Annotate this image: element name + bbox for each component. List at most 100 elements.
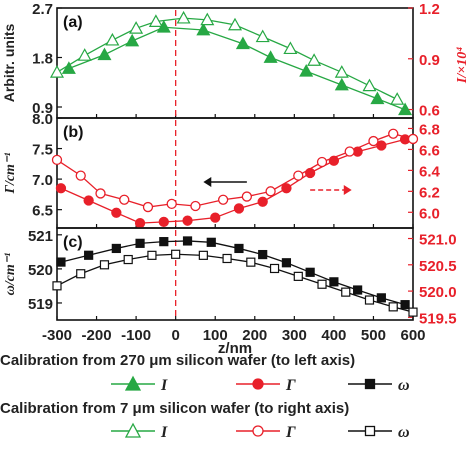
point-1-0-9 xyxy=(281,183,292,194)
point-1-1-2 xyxy=(95,188,106,199)
point-1-1-10 xyxy=(293,170,304,181)
legend-label-0-1: Γ xyxy=(285,377,296,394)
point-0-1-4 xyxy=(148,14,163,27)
point-1-0-1 xyxy=(83,195,94,206)
point-2-1-10 xyxy=(293,271,303,281)
point-2-0-10 xyxy=(305,267,315,277)
left-axis-title-a: Arbitr. units xyxy=(1,24,17,103)
legend-label-1-2: ω xyxy=(398,424,410,441)
right-tick-label-1-2: 6.4 xyxy=(419,163,441,180)
point-2-0-8 xyxy=(258,249,268,260)
point-2-0-6 xyxy=(206,237,216,247)
point-2-1-15 xyxy=(408,307,418,317)
point-1-0-2 xyxy=(111,207,122,218)
series-line-0-0 xyxy=(68,26,406,111)
left-axis-title-c: ω/cm⁻¹ xyxy=(3,253,18,296)
point-2-0-1 xyxy=(84,250,94,260)
left-tick-label-2-0: 519 xyxy=(28,296,53,313)
x-tick-label-2: -100 xyxy=(121,327,151,344)
point-2-1-3 xyxy=(123,254,133,265)
x-tick-label-3: 0 xyxy=(171,327,179,344)
point-1-1-0 xyxy=(51,154,63,166)
point-2-1-12 xyxy=(341,287,351,297)
point-0-0-6 xyxy=(263,50,278,63)
point-0-1-11 xyxy=(334,65,349,78)
point-2-1-4 xyxy=(147,250,157,260)
legend-marker-1-0 xyxy=(124,422,142,438)
right-tick-label-0-0: 0.6 xyxy=(419,103,440,120)
point-1-0-13 xyxy=(376,140,387,151)
point-1-1-12 xyxy=(344,146,355,157)
point-1-1-4 xyxy=(142,201,154,213)
point-1-1-3 xyxy=(119,194,130,205)
point-1-1-9 xyxy=(265,186,276,197)
point-1-1-13 xyxy=(368,135,379,147)
right-tick-label-1-1: 6.2 xyxy=(419,184,440,201)
point-1-0-7 xyxy=(233,203,245,214)
point-2-1-8 xyxy=(246,257,256,267)
point-1-0-8 xyxy=(257,196,268,207)
point-2-0-5 xyxy=(182,236,193,246)
left-tick-label-1-1: 7.0 xyxy=(32,172,53,189)
x-tick-label-5: 200 xyxy=(242,327,267,344)
right-tick-label-0-1: 0.9 xyxy=(419,52,440,69)
point-0-0-10 xyxy=(398,102,413,116)
point-2-0-11 xyxy=(329,277,339,287)
legend-title-7um: Calibration from 7 μm silicon wafer (to … xyxy=(0,400,350,417)
x-tick-label-6: 300 xyxy=(282,327,307,344)
panel-label-2: (c) xyxy=(63,234,83,251)
legend-title-270um: Calibration from 270 μm silicon wafer (t… xyxy=(0,352,356,369)
point-1-1-14 xyxy=(388,128,399,139)
x-tick-label-4: 100 xyxy=(203,327,228,344)
left-tick-label-2-2: 521 xyxy=(28,228,53,245)
left-tick-label-1-0: 6.5 xyxy=(32,203,53,220)
point-1-1-5 xyxy=(166,198,177,210)
point-0-1-12 xyxy=(362,78,377,92)
right-tick-label-1-0: 6.0 xyxy=(419,205,440,222)
point-0-1-10 xyxy=(307,53,322,66)
legend-label-1-0: I xyxy=(160,424,168,441)
series-line-0-1 xyxy=(56,17,398,100)
point-2-1-13 xyxy=(364,295,375,305)
left-tick-label-0-1: 1.8 xyxy=(32,51,53,68)
point-0-0-2 xyxy=(125,33,140,47)
right-tick-label-2-2: 520.5 xyxy=(419,258,457,275)
point-1-1-6 xyxy=(190,200,201,212)
point-0-0-7 xyxy=(299,64,314,77)
point-0-1-6 xyxy=(200,12,215,26)
right-tick-label-2-1: 520.0 xyxy=(419,284,457,301)
left-tick-label-0-0: 0.9 xyxy=(32,100,53,117)
point-2-0-4 xyxy=(159,237,169,247)
legend-label-0-2: ω xyxy=(398,377,410,394)
right-tick-label-2-0: 519.5 xyxy=(419,310,457,327)
point-1-1-7 xyxy=(217,194,229,205)
legend-marker-0-1 xyxy=(252,378,264,390)
x-tick-label-7: 400 xyxy=(321,327,346,344)
right-tick-label-0-2: 1.2 xyxy=(419,1,440,18)
point-1-0-6 xyxy=(210,212,221,223)
point-0-0-1 xyxy=(97,47,112,61)
point-2-0-9 xyxy=(281,258,292,268)
legend-marker-1-1 xyxy=(252,425,264,437)
x-axis-label: z/nm xyxy=(218,340,252,357)
point-0-1-3 xyxy=(129,21,144,34)
x-tick-label-1: -200 xyxy=(82,327,112,344)
right-tick-label-1-3: 6.6 xyxy=(419,142,440,159)
point-2-0-2 xyxy=(111,243,121,254)
left-tick-label-1-2: 7.5 xyxy=(32,142,53,159)
point-2-1-11 xyxy=(317,279,327,289)
point-0-1-5 xyxy=(176,10,191,24)
point-0-0-4 xyxy=(196,22,211,36)
point-1-1-1 xyxy=(75,170,86,181)
point-2-1-1 xyxy=(76,269,86,279)
left-tick-label-1-3: 8.0 xyxy=(32,111,53,128)
arrow-left-head xyxy=(203,177,212,187)
point-0-0-9 xyxy=(370,91,385,105)
point-1-0-5 xyxy=(182,215,193,226)
point-1-1-11 xyxy=(316,156,328,168)
point-0-1-9 xyxy=(283,41,298,55)
right-axis-title-a: I/×10⁴ xyxy=(455,47,470,84)
legend-marker-1-2 xyxy=(364,425,376,437)
point-2-0-14 xyxy=(400,300,410,310)
